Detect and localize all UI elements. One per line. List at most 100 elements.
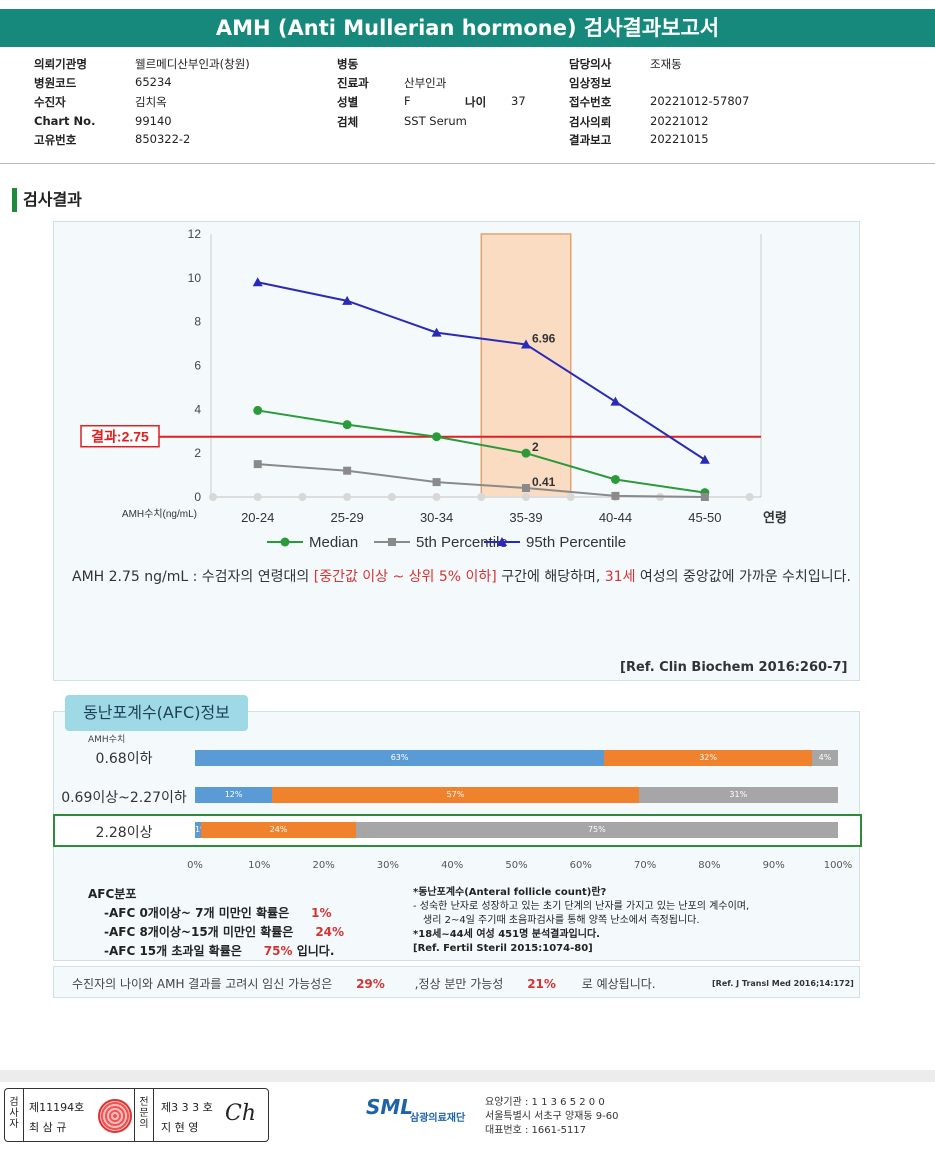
- afc-dist-pct: 24%: [315, 925, 345, 939]
- info-value: 20221012-57807: [650, 94, 750, 108]
- y-tick-label: 0: [194, 490, 201, 504]
- info-value: 850322-2: [135, 132, 191, 146]
- info-label: 병동: [337, 57, 359, 71]
- x-tick-label: 40-44: [599, 510, 632, 525]
- afc-note: *동난포계수(Anteral follicle count)란? - 성숙한 난…: [413, 886, 749, 956]
- afc-distribution: AFC분포 -AFC 0개이상~ 7개 미만인 확률은 1% -AFC 8개이상~1…: [88, 885, 344, 961]
- info-label: 성별: [337, 95, 359, 109]
- preg-t1: 수진자의 나이와 AMH 결과를 고려시 임신 가능성은: [72, 977, 333, 991]
- info-label: 검체: [337, 115, 359, 129]
- reference-clin-biochem: [Ref. Clin Biochem 2016:260-7]: [620, 660, 848, 675]
- axis-dot: [343, 493, 352, 501]
- data-label: 0.41: [532, 475, 556, 489]
- legend-label: 95th Percentile: [526, 534, 626, 551]
- x-tick-label: 30-34: [420, 510, 453, 525]
- afc-bar-segment: 57%: [272, 787, 639, 803]
- legend-marker: [280, 537, 290, 547]
- x-tick-label: 20-24: [241, 510, 274, 525]
- axis-dot: [432, 493, 441, 501]
- afc-axis-tick: 80%: [698, 860, 721, 871]
- lab-line3: 대표번호 : 1661-5117: [485, 1125, 587, 1136]
- desc-part1: AMH 2.75 ng/mL : 수검자의 연령대의: [72, 569, 314, 585]
- axis-dot: [209, 493, 217, 501]
- info-value: 웰르메디산부인과(창원): [135, 57, 250, 71]
- afc-dist-line: -AFC 0개이상~ 7개 미만인 확률은 1%: [88, 904, 344, 923]
- median-point: [253, 405, 263, 415]
- afc-bar: 12% 57% 31%: [195, 787, 838, 803]
- info-label: 담당의사: [569, 57, 612, 71]
- y-tick-label: 4: [194, 402, 201, 416]
- afc-row-label: 0.68이하: [95, 751, 153, 767]
- x-axis-label: 연령: [763, 510, 787, 525]
- afc-unit-label: AMH수치: [88, 735, 126, 745]
- afc-bar-segment: 31%: [638, 787, 838, 803]
- desc-age: 31세: [604, 569, 636, 585]
- info-value: 조재동: [650, 57, 682, 71]
- legend-marker: [388, 538, 396, 546]
- pregnancy-text: 수진자의 나이와 AMH 결과를 고려시 임신 가능성은 29% ,정상 분만 …: [72, 975, 656, 992]
- p95-point: [521, 339, 532, 349]
- median-point: [342, 420, 352, 430]
- info-value: 20221015: [650, 132, 709, 146]
- afc-dist-pct: 1%: [311, 906, 332, 920]
- afc-axis-tick: 30%: [376, 860, 399, 871]
- info-value: F: [404, 94, 411, 108]
- afc-dist-text: -AFC 15개 초과일 확률은: [104, 944, 242, 958]
- p95-point: [252, 277, 263, 287]
- logo-name: 삼광의료재단: [410, 1113, 466, 1124]
- info-label: 결과보고: [569, 133, 612, 147]
- series-line-1: [257, 463, 705, 498]
- y-tick-label: 8: [194, 315, 201, 329]
- patient-info: 의뢰기관명 웰르메디산부인과(창원) 병원코드 65234 수진자 김치옥 Chart No…: [0, 52, 935, 164]
- y-tick-label: 10: [188, 271, 202, 285]
- p5-point: [253, 460, 262, 469]
- info-value: 65234: [135, 75, 172, 89]
- afc-bar-segment: 1%: [195, 822, 202, 838]
- logo-sml: SML: [366, 1095, 414, 1119]
- afc-note-line3: *18세~44세 여성 451명 분석결과입니다.: [413, 929, 600, 940]
- afc-axis-tick: 60%: [569, 860, 592, 871]
- info-value: 산부인과: [404, 76, 447, 90]
- afc-dist-pct: 75%: [263, 944, 293, 958]
- axis-dot: [387, 493, 396, 501]
- axis-dot: [253, 493, 262, 501]
- afc-bar: 1%24%75%: [195, 822, 838, 838]
- median-point: [521, 448, 531, 458]
- series-line-0: [257, 409, 706, 494]
- divider-strip: [0, 1070, 935, 1082]
- result-label: 결과:2.75: [91, 429, 149, 445]
- p95-point: [610, 396, 621, 406]
- result-description: AMH 2.75 ng/mL : 수검자의 연령대의 [중간값 이상 ~ 상위 …: [72, 566, 862, 588]
- info-label: 고유번호: [34, 133, 77, 147]
- chart-panel: 0 2 4 6 8 10 12 20-24 25-29 30-34 35-39 40-44 45-50 연…: [53, 221, 860, 681]
- afc-bar-segment: 12%: [195, 787, 273, 803]
- pregnancy-panel: [53, 966, 860, 998]
- preg-v2: 21%: [527, 977, 556, 991]
- examiner-license: 제11194호: [29, 1101, 85, 1114]
- data-label: 2: [532, 440, 539, 454]
- afc-dist-title: AFC분포: [88, 887, 137, 901]
- p5-point: [611, 491, 620, 500]
- afc-note-line2: 생리 2~4일 주기때 초음파검사를 통해 양쪽 난소에서 측정됩니다.: [423, 915, 700, 926]
- age-label: 나이: [465, 95, 487, 109]
- preg-t3: 로 예상됩니다.: [581, 977, 656, 991]
- handwritten-signature: Ch: [225, 1101, 257, 1126]
- afc-dist-tail: 입니다.: [292, 944, 335, 958]
- seal-stamp: [98, 1099, 132, 1133]
- info-label: 진료과: [337, 76, 369, 90]
- data-label: 6.96: [532, 331, 556, 345]
- afc-dist-text: -AFC 0개이상~ 7개 미만인 확률은: [104, 906, 290, 920]
- p95-point: [431, 327, 442, 337]
- legend-label: 5th Percentile: [416, 534, 508, 551]
- preg-v1: 29%: [356, 977, 385, 991]
- afc-bar-segment: 24%: [201, 822, 356, 838]
- desc-part2: 구간에 해당하며,: [496, 569, 605, 585]
- afc-note-ref: [Ref. Fertil Steril 2015:1074-80]: [413, 943, 593, 954]
- afc-axis-tick: 90%: [762, 860, 785, 871]
- axis-dot: [745, 493, 754, 501]
- p5-point: [522, 484, 531, 493]
- x-tick-label: 35-39: [509, 510, 542, 525]
